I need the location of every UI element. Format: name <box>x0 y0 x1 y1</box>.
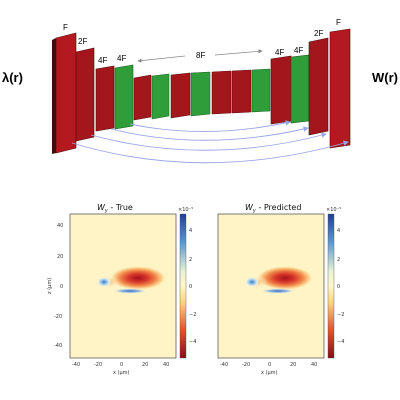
block-label-7: 4F <box>294 46 303 55</box>
plot-true-blue-streak <box>113 288 147 294</box>
svg-text:0: 0 <box>337 284 340 290</box>
plot-predicted-red-lobe <box>257 266 313 290</box>
plot-true-colorbar-exponent: ×10⁻⁵ <box>178 207 193 213</box>
svg-text:0: 0 <box>120 362 123 368</box>
svg-text:2: 2 <box>337 257 340 263</box>
plot-predicted-xticks: -40 -20 0 20 40 <box>220 362 317 368</box>
plot-predicted-colorbar-ticks: 4 2 0 −2 −4 <box>337 228 344 345</box>
plot-predicted: Wy - Predicted -40 -20 0 20 40 x (μm) ×1… <box>217 203 344 376</box>
plot-true-blue-lobe <box>97 277 111 287</box>
block-label-bottleneck: 8F <box>196 51 205 60</box>
block-dec-4 <box>329 28 351 149</box>
block-enc-3 <box>95 65 115 132</box>
svg-text:40: 40 <box>311 362 317 368</box>
block-dec-2-skip <box>290 54 310 124</box>
svg-text:4: 4 <box>189 228 192 234</box>
plot-predicted-colorbar <box>327 213 335 359</box>
svg-text:-40: -40 <box>54 343 62 349</box>
plot-predicted-blue-streak <box>261 288 295 294</box>
svg-text:-40: -40 <box>72 362 80 368</box>
svg-text:-20: -20 <box>242 362 250 368</box>
span-arrow-right <box>214 49 263 56</box>
svg-text:4: 4 <box>337 228 340 234</box>
svg-text:40: 40 <box>57 223 63 229</box>
svg-text:0: 0 <box>60 284 63 290</box>
plot-true-title: Wy - True <box>97 203 133 214</box>
bottleneck-blocks <box>133 68 271 121</box>
plot-true-colorbar <box>179 213 187 359</box>
block-enc-4-skip <box>114 64 134 130</box>
block-dec-1 <box>270 55 292 125</box>
block-enc-2 <box>75 47 95 142</box>
block-enc-1 <box>52 32 77 154</box>
block-label-2: 2F <box>78 37 87 46</box>
plot-true-colorbar-ticks: 4 2 0 −2 −4 <box>189 228 196 345</box>
svg-text:40: 40 <box>163 362 169 368</box>
plot-predicted-colorbar-exponent: ×10⁻⁵ <box>326 207 341 213</box>
plot-predicted-xlabel: x (μm) <box>261 370 278 376</box>
svg-text:-20: -20 <box>94 362 102 368</box>
svg-text:0: 0 <box>189 284 192 290</box>
svg-text:20: 20 <box>57 254 63 260</box>
svg-text:-20: -20 <box>54 314 62 320</box>
input-label: λ(r) <box>2 70 23 85</box>
block-label-4: 4F <box>117 54 126 63</box>
plot-true-xlabel: x (μm) <box>113 370 130 376</box>
svg-text:−2: −2 <box>189 312 196 318</box>
plot-true-xticks: -40 -20 0 20 40 <box>72 362 169 368</box>
block-label-9: F <box>336 18 341 27</box>
block-label-1: F <box>63 23 68 32</box>
plot-true-red-lobe <box>110 266 166 290</box>
svg-text:−4: −4 <box>189 339 196 345</box>
svg-text:20: 20 <box>142 362 148 368</box>
svg-text:−4: −4 <box>337 339 344 345</box>
block-label-6: 4F <box>275 48 284 57</box>
block-label-8: 2F <box>314 29 323 38</box>
plot-predicted-blue-lobe <box>245 277 259 287</box>
svg-text:−2: −2 <box>337 312 344 318</box>
block-label-3: 4F <box>98 56 107 65</box>
svg-text:20: 20 <box>290 362 296 368</box>
skip-connections <box>71 120 349 164</box>
svg-text:2: 2 <box>189 257 192 263</box>
svg-text:0: 0 <box>268 362 271 368</box>
output-label: W(r) <box>372 70 398 85</box>
block-dec-3 <box>308 37 329 136</box>
plot-true-yticks: 40 20 0 -20 -40 <box>54 223 63 349</box>
plot-predicted-title: Wy - Predicted <box>245 203 301 214</box>
plot-true: Wy - True 40 20 0 -20 -40 -40 -20 0 20 4… <box>47 203 196 376</box>
span-arrow-left <box>137 55 186 63</box>
svg-text:-40: -40 <box>220 362 228 368</box>
plot-true-ylabel: z (μm) <box>47 278 53 294</box>
